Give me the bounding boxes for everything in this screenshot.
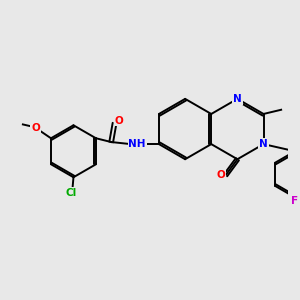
Text: O: O xyxy=(31,123,40,133)
Text: NH: NH xyxy=(128,139,146,149)
Text: F: F xyxy=(291,196,298,206)
Text: N: N xyxy=(259,139,268,149)
Text: N: N xyxy=(233,94,242,104)
Text: O: O xyxy=(216,170,225,180)
Text: O: O xyxy=(114,116,123,126)
Text: Cl: Cl xyxy=(66,188,77,198)
